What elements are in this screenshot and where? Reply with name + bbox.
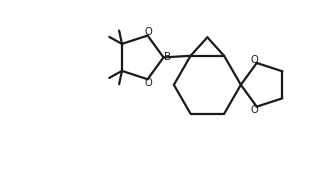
Text: O: O: [145, 27, 152, 37]
Text: B: B: [164, 52, 171, 62]
Text: O: O: [145, 78, 152, 88]
Text: O: O: [250, 55, 258, 65]
Text: O: O: [250, 105, 258, 115]
